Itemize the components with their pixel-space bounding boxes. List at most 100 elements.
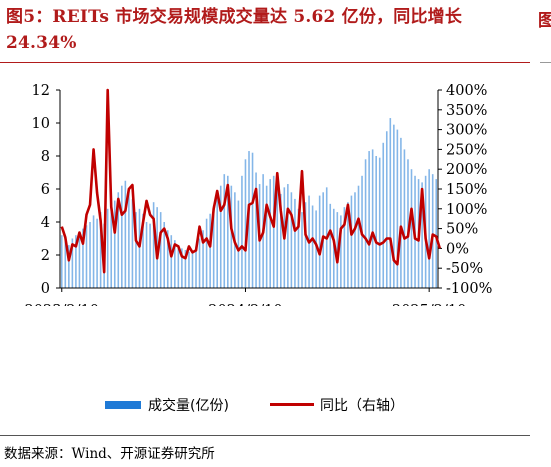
volume-bar: [99, 212, 102, 288]
volume-bar: [75, 235, 77, 288]
volume-bar: [265, 185, 268, 288]
volume-bar: [357, 185, 360, 288]
volume-bar: [251, 152, 254, 288]
volume-bar: [227, 175, 229, 288]
y-left-tick-label: 2: [41, 248, 50, 264]
volume-bar: [354, 192, 356, 288]
adjacent-figure-title-fragment: 图: [538, 11, 551, 31]
y-right-tick-label: 150%: [446, 182, 487, 198]
source-note: 数据来源：Wind、开源证券研究所: [4, 446, 215, 462]
volume-bar: [131, 198, 134, 288]
volume-bar: [135, 212, 137, 288]
volume-bar: [205, 218, 208, 288]
yoy-line: [60, 88, 442, 274]
volume-bar: [375, 156, 377, 288]
y-right-tick-label: -50%: [446, 261, 483, 277]
volume-bar: [163, 222, 166, 288]
legend-line-label: 同比（右轴）: [320, 398, 404, 414]
volume-bar: [315, 210, 317, 288]
volume-bar: [350, 195, 353, 288]
volume-bar: [85, 225, 88, 288]
volume-bar: [410, 169, 413, 288]
volume-bar: [188, 251, 190, 288]
volume-bar: [318, 195, 321, 288]
volume-bar: [121, 185, 123, 288]
volume-bar: [124, 180, 127, 288]
volume-bar: [82, 228, 84, 288]
volume-bar: [431, 174, 434, 288]
adjacent-figure-rule: [540, 62, 551, 63]
legend-line-swatch: [270, 403, 314, 406]
chart-title: 图5：REITs 市场交易规模成交量达 5.62 亿份，同比增长 24.34%: [6, 7, 463, 53]
volume-bar: [371, 149, 374, 288]
volume-bar: [241, 175, 243, 288]
volume-bar: [68, 245, 70, 288]
volume-bar: [428, 169, 430, 288]
volume-bar: [368, 151, 370, 288]
volume-bar: [364, 159, 367, 288]
volume-bar: [78, 233, 81, 288]
y-left-tick-label: 12: [32, 83, 50, 99]
volume-bar: [389, 118, 392, 288]
volume-bar: [385, 131, 388, 288]
volume-bar: [198, 238, 201, 288]
volume-bar: [304, 202, 307, 288]
y-right-tick-label: 200%: [446, 162, 487, 178]
volume-bar: [255, 172, 257, 288]
x-tick-label: 2025/2/10: [392, 303, 466, 306]
y-right-tick-label: 100%: [446, 202, 487, 218]
volume-bar: [219, 185, 222, 288]
y-left-tick-label: 8: [41, 149, 50, 165]
volume-bar: [60, 235, 63, 288]
x-tick-label: 2024/2/10: [208, 303, 282, 306]
chart-legend: 成交量(亿份) 同比（右轴）: [0, 393, 530, 415]
volume-bar: [149, 223, 151, 288]
volume-bar: [393, 124, 395, 289]
volume-bar: [407, 159, 409, 288]
volume-bar: [301, 212, 303, 288]
volume-bar: [382, 142, 385, 288]
y-right-tick-label: 300%: [446, 123, 487, 139]
volume-bar: [223, 174, 226, 288]
volume-bar: [64, 240, 67, 288]
volume-bar: [106, 208, 109, 288]
volume-bar: [159, 212, 162, 288]
volume-bar: [181, 248, 183, 288]
y-left-tick-label: 4: [41, 215, 50, 231]
volume-bar: [110, 205, 113, 288]
volume-bar: [145, 222, 148, 288]
volume-bar: [347, 202, 349, 288]
volume-bar: [269, 179, 271, 288]
volume-bar: [435, 179, 438, 288]
volume-bar: [287, 184, 289, 288]
volume-bar: [230, 185, 233, 288]
volume-bar: [166, 230, 169, 288]
volume-bar: [276, 182, 279, 288]
volume-bar: [138, 208, 141, 288]
y-left-tick-label: 6: [41, 182, 50, 198]
volume-bar: [191, 251, 194, 288]
volume-bar: [403, 149, 406, 288]
volume-bar: [400, 137, 402, 288]
volume-bar: [71, 238, 74, 288]
volume-bar: [340, 215, 342, 288]
volume-bar: [297, 208, 300, 288]
volume-bar: [202, 230, 204, 288]
volume-bar: [421, 182, 423, 288]
volume-bar: [272, 175, 275, 288]
volume-bar: [195, 246, 197, 288]
volume-bar: [280, 193, 282, 288]
volume-bar: [378, 157, 381, 288]
volume-bar: [89, 222, 91, 288]
volume-bar: [237, 200, 240, 288]
volume-bar: [177, 245, 180, 288]
y-right-tick-label: 0%: [446, 241, 469, 257]
volume-bar: [290, 192, 293, 288]
volume-bar: [96, 218, 98, 288]
volume-bar: [329, 203, 332, 288]
x-tick-label: 2023/2/10: [25, 303, 99, 306]
volume-bar: [113, 200, 116, 288]
footer-rule: [0, 435, 530, 436]
y-right-tick-label: 350%: [446, 103, 487, 119]
volume-bar: [117, 192, 120, 288]
